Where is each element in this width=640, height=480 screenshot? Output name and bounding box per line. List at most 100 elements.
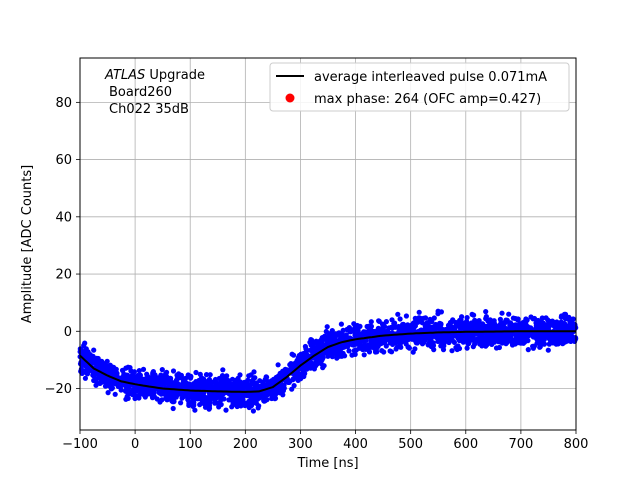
scatter-point	[555, 325, 561, 331]
scatter-point	[569, 333, 575, 340]
scatter-point	[316, 358, 322, 364]
scatter-point	[123, 383, 129, 390]
scatter-point	[250, 408, 256, 414]
scatter-point	[437, 320, 443, 326]
scatter-point	[499, 338, 505, 344]
scatter-point	[289, 386, 295, 392]
scatter-point	[344, 341, 350, 347]
scatter-point	[193, 369, 199, 376]
x-axis-title: Time [ns]	[296, 456, 358, 471]
x-tick-label: 300	[288, 437, 313, 452]
scatter-point	[459, 314, 465, 320]
scatter-point	[325, 353, 331, 359]
scatter-point	[201, 376, 207, 382]
scatter-point	[238, 380, 244, 386]
scatter-point	[235, 375, 241, 381]
scatter-point	[190, 385, 196, 391]
scatter-point	[461, 324, 467, 330]
scatter-point	[94, 363, 101, 369]
scatter-point	[355, 327, 361, 333]
scatter-point	[91, 347, 97, 353]
scatter-point	[483, 343, 489, 349]
scatter-point	[417, 315, 424, 321]
annotation-line-1: ATLAS Upgrade	[104, 68, 205, 83]
x-tick-label: 700	[508, 437, 533, 452]
scatter-point	[349, 352, 355, 358]
scatter-point	[178, 400, 184, 406]
scatter-point	[383, 319, 389, 325]
scatter-point	[334, 355, 340, 361]
scatter-cloud	[77, 308, 579, 414]
scatter-point	[560, 337, 566, 344]
scatter-point	[412, 336, 418, 342]
scatter-point	[553, 339, 559, 346]
scatter-point	[389, 325, 395, 331]
scatter-point	[422, 315, 429, 321]
scatter-point	[78, 368, 84, 374]
scatter-point	[346, 325, 352, 331]
scatter-point	[216, 375, 222, 382]
scatter-point	[336, 332, 342, 338]
scatter-point	[545, 317, 551, 323]
scatter-point	[247, 393, 253, 399]
scatter-point	[389, 317, 395, 323]
scatter-point	[296, 352, 302, 359]
legend-label-average: average interleaved pulse 0.071mA	[314, 70, 547, 85]
scatter-point	[455, 333, 462, 339]
scatter-point	[82, 375, 88, 381]
scatter-point	[466, 341, 472, 347]
scatter-point	[562, 311, 569, 317]
x-tick-label: −100	[62, 437, 98, 452]
scatter-point	[235, 385, 241, 391]
scatter-point	[354, 333, 360, 339]
annotation-board: Board260	[109, 85, 172, 100]
scatter-point	[409, 325, 415, 331]
scatter-point	[333, 346, 339, 352]
scatter-point	[90, 372, 96, 378]
scatter-point	[524, 323, 531, 330]
scatter-point	[360, 346, 366, 352]
scatter-point	[229, 393, 235, 399]
scatter-point	[379, 348, 385, 354]
scatter-point	[476, 336, 482, 342]
scatter-point	[242, 383, 248, 389]
scatter-point	[232, 399, 238, 405]
scatter-point	[106, 378, 112, 384]
scatter-point	[459, 319, 465, 325]
scatter-point	[389, 349, 395, 355]
scatter-point	[472, 341, 478, 347]
scatter-point	[424, 335, 430, 341]
scatter-point	[208, 394, 214, 400]
scatter-point	[159, 367, 165, 373]
scatter-point	[164, 369, 170, 375]
scatter-point	[308, 337, 314, 343]
y-tick-label: −20	[45, 382, 72, 397]
scatter-point	[317, 338, 323, 344]
scatter-point	[398, 344, 404, 350]
scatter-point	[262, 376, 268, 382]
scatter-point	[493, 345, 500, 351]
scatter-point	[255, 405, 261, 411]
scatter-point	[537, 339, 543, 345]
scatter-point	[546, 341, 552, 347]
scatter-point	[515, 316, 521, 322]
scatter-point	[175, 375, 181, 381]
scatter-point	[191, 394, 198, 400]
scatter-point	[295, 377, 301, 383]
atlas-annotation: ATLAS Upgrade Board260 Ch022 35dB	[104, 68, 205, 117]
scatter-point	[99, 358, 105, 364]
scatter-point	[562, 315, 568, 322]
scatter-point	[365, 344, 371, 350]
y-tick-label: 40	[55, 210, 72, 225]
scatter-point	[326, 331, 332, 337]
scatter-point	[518, 324, 524, 330]
scatter-point	[164, 397, 170, 403]
scatter-point	[395, 311, 401, 317]
scatter-point	[188, 374, 194, 380]
scatter-point	[506, 311, 512, 317]
scatter-point	[417, 335, 423, 341]
scatter-point	[437, 336, 443, 342]
x-tick-label: 200	[233, 437, 258, 452]
scatter-point	[479, 332, 485, 338]
